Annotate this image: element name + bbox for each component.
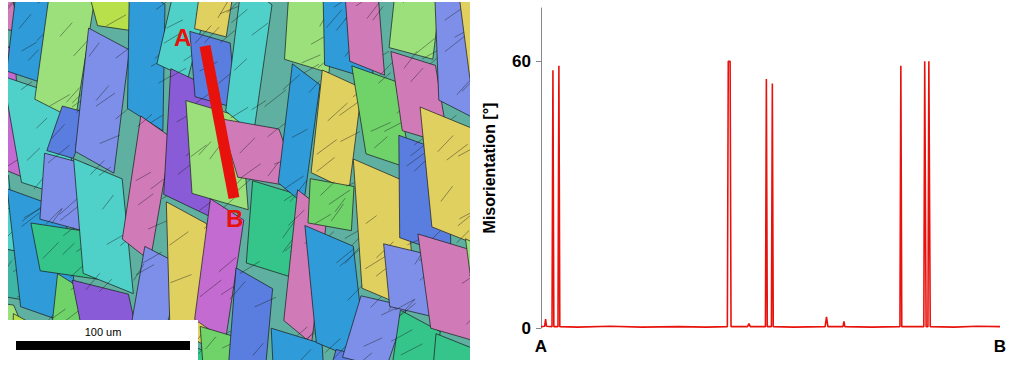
svg-text:0: 0 bbox=[522, 319, 531, 338]
svg-text:A: A bbox=[174, 24, 191, 51]
svg-text:100 um: 100 um bbox=[85, 326, 122, 338]
svg-text:B: B bbox=[226, 205, 243, 232]
svg-text:A: A bbox=[535, 337, 547, 356]
svg-text:B: B bbox=[994, 337, 1006, 356]
svg-text:Misorientation [°]: Misorientation [°] bbox=[481, 103, 498, 234]
svg-text:60: 60 bbox=[512, 52, 531, 71]
